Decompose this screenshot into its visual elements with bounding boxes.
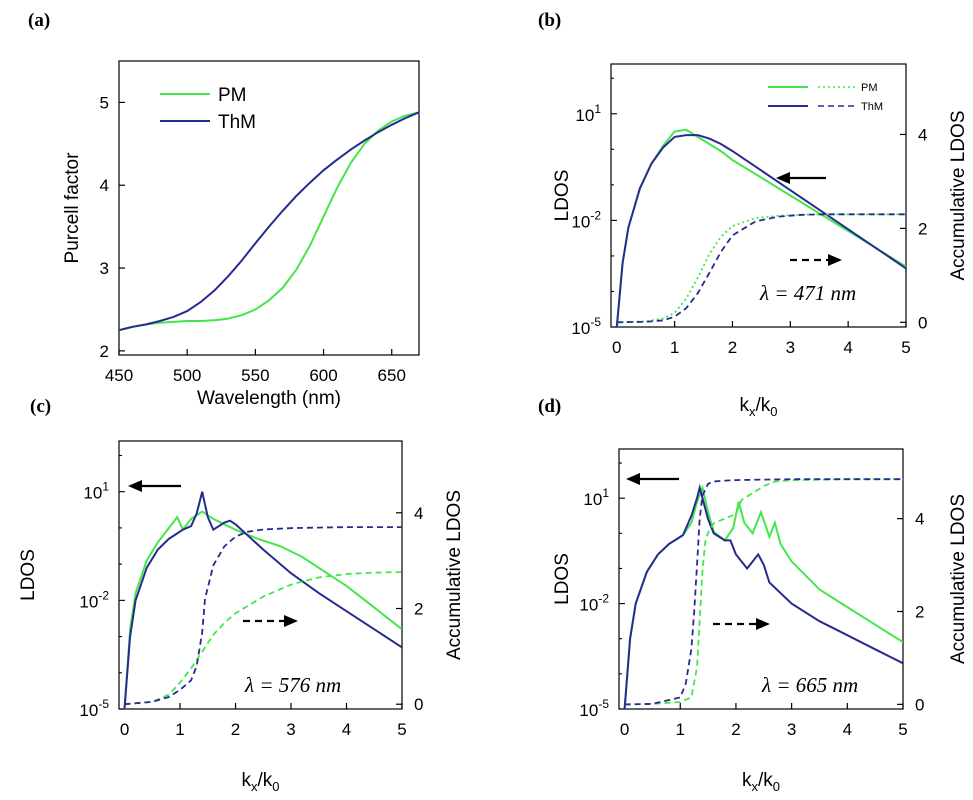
x-tick-label-b: 3: [786, 338, 795, 357]
series-line-pm: [118, 111, 420, 332]
panel-c: (c) 0 1 2 3 4 5 101 10-2 10-5 0 2 4 kx/k0 LDOS Accumula…: [18, 396, 465, 794]
x-tick-label-c: 1: [175, 720, 184, 739]
panel-label-d: (d): [538, 396, 561, 417]
y-tick-label-c: 101: [83, 480, 109, 503]
y-tick-label-d: 101: [583, 486, 609, 509]
x-tick-label-d: 1: [676, 720, 685, 739]
x-tick-label-a: 450: [105, 366, 133, 385]
legend-label-thm: ThM: [861, 101, 883, 113]
x-tick-label-a: 500: [173, 366, 201, 385]
x-tick-label-b: 4: [843, 338, 852, 357]
y-tick-label-c: 10-5: [79, 697, 109, 720]
x-tick-label-d: 4: [843, 720, 852, 739]
x-tick-label-d: 0: [620, 720, 629, 739]
series-line-thm-left: [123, 491, 402, 709]
x-tick-label-c: 0: [120, 720, 129, 739]
y2-tick-label-c: 4: [414, 504, 423, 523]
panel-a: (a) 450 500 550 600 650 2 3 4 5 Wavelength (nm) Pur…: [28, 10, 420, 409]
y-tick-label-a: 2: [100, 342, 109, 361]
y-tick-label-c: 10-2: [79, 588, 109, 611]
series-line-thm-left: [615, 134, 906, 327]
x-tick-label-b: 1: [670, 338, 679, 357]
x-axis-title-a: Wavelength (nm): [197, 388, 341, 409]
x-tick-label-d: 3: [787, 720, 796, 739]
series-line-thm: [118, 111, 420, 332]
x-tick-label-a: 650: [378, 366, 406, 385]
series-line-thm-right: [616, 213, 906, 324]
y-tick-label-d: 10-2: [579, 592, 609, 615]
x-tick-label-a: 550: [241, 366, 269, 385]
legend-label-thm: ThM: [218, 112, 256, 133]
arrow-right-axis-b-head: [828, 254, 842, 266]
y-axis-title-c: LDOS: [18, 549, 39, 601]
y2-tick-label-b: 2: [918, 219, 927, 238]
x-axis-title-b: kx/k0: [739, 395, 777, 419]
x-tick-label-b: 5: [901, 338, 910, 357]
panel-label-c: (c): [30, 396, 51, 417]
y2-tick-label-b: 4: [918, 125, 927, 144]
wavelength-annotation-c: λ = 576 nm: [244, 673, 341, 697]
y2-axis-title-c: Accumulative LDOS: [444, 490, 465, 660]
x-tick-label-c: 4: [342, 720, 351, 739]
y-tick-label-b: 10-2: [571, 208, 601, 231]
y-tick-label-a: 5: [100, 93, 109, 112]
x-tick-label-c: 3: [286, 720, 295, 739]
y-tick-label-a: 4: [100, 176, 109, 195]
series-line-pm-right: [624, 478, 903, 706]
y-tick-label-a: 3: [100, 259, 109, 278]
arrow-left-axis-d-head: [626, 473, 640, 485]
y-tick-label-b: 10-5: [571, 315, 601, 338]
x-tick-label-b: 2: [728, 338, 737, 357]
x-axis-title-d: kx/k0: [742, 770, 780, 794]
series-line-thm-right: [124, 526, 402, 706]
y2-axis-title-d: Accumulative LDOS: [948, 494, 969, 664]
series-line-pm-right: [124, 571, 402, 706]
arrow-right-axis-c-head: [284, 615, 298, 627]
wavelength-annotation-d: λ = 665 nm: [761, 673, 858, 697]
panel-d: (d) 0 1 2 3 4 5 101 10-2 10-5 0 2 4 kx/k0 LDOS Accumula…: [538, 396, 969, 794]
plot-frame-a: [118, 60, 420, 356]
x-tick-label-d: 2: [731, 720, 740, 739]
plot-frame-b: [610, 63, 907, 328]
plot-frame-c: [118, 440, 403, 710]
arrow-left-axis-b-head: [776, 172, 790, 184]
legend-label-pm: PM: [861, 82, 878, 94]
y2-axis-title-b: Accumulative LDOS: [948, 110, 969, 280]
x-tick-label-c: 5: [397, 720, 406, 739]
y-axis-title-a: Purcell factor: [62, 152, 83, 264]
x-tick-label-c: 2: [231, 720, 240, 739]
x-axis-title-c: kx/k0: [241, 770, 279, 794]
series-line-thm-right: [624, 478, 903, 706]
plot-frame-d: [618, 448, 904, 710]
y-tick-label-b: 101: [575, 102, 601, 125]
y2-tick-label-b: 0: [918, 313, 927, 332]
y2-tick-label-d: 4: [915, 510, 924, 529]
series-line-pm-right: [616, 213, 906, 324]
y-axis-title-b: LDOS: [552, 170, 573, 222]
y-axis-title-d: LDOS: [552, 553, 573, 605]
y2-tick-label-c: 0: [414, 695, 423, 714]
panel-label-a: (a): [28, 10, 50, 31]
y-tick-label-d: 10-5: [579, 697, 609, 720]
y2-tick-label-c: 2: [414, 600, 423, 619]
wavelength-annotation-b: λ = 471 nm: [759, 281, 856, 305]
legend-label-pm: PM: [218, 85, 247, 106]
y2-tick-label-d: 0: [915, 695, 924, 714]
y2-tick-label-d: 2: [915, 603, 924, 622]
x-tick-label-b: 0: [612, 338, 621, 357]
panel-label-b: (b): [538, 10, 561, 31]
arrow-right-axis-d-head: [756, 618, 770, 630]
x-tick-label-a: 600: [309, 366, 337, 385]
x-tick-label-d: 5: [898, 720, 907, 739]
arrow-left-axis-c-head: [128, 480, 142, 492]
panel-b: (b) 0 1 2 3 4 5 101 10-2 10-5 0 2 4 kx/k0 LDOS Accumula…: [538, 10, 969, 419]
